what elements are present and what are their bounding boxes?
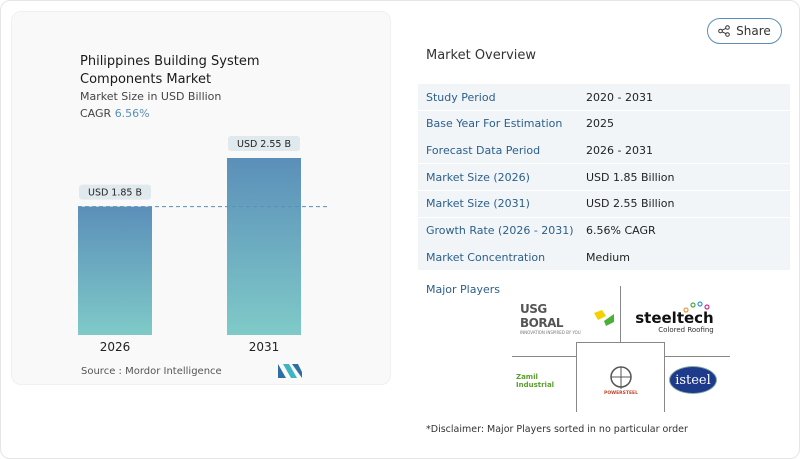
overview-row: Forecast Data Period 2026 - 2031: [418, 137, 790, 165]
overview-value: 2020 - 2031: [586, 90, 653, 104]
overview-key: Study Period: [426, 90, 496, 104]
overview-value: Medium: [586, 250, 630, 264]
overview-row: Market Concentration Medium: [418, 244, 790, 272]
logo-usg-boral: USG BORAL INNOVATION INSPIRED BY YOU: [520, 302, 615, 335]
chart-subtitle: Market Size in USD Billion: [80, 90, 222, 103]
overview-row: Base Year For Estimation 2025: [418, 110, 790, 138]
overview-value: 2025: [586, 117, 614, 131]
cagr-label: CAGR: [80, 107, 112, 120]
overview-value: 2026 - 2031: [586, 143, 653, 157]
overview-value: USD 2.55 Billion: [586, 197, 675, 211]
overview-key: Growth Rate (2026 - 2031): [426, 224, 574, 237]
overview-row: Study Period 2020 - 2031: [418, 84, 790, 111]
mordor-logo-icon: [278, 364, 302, 378]
data-label-bg: [228, 136, 300, 151]
overview-key: Forecast Data Period: [426, 143, 541, 157]
overview-row: Market Size (2026) USD 1.85 Billion: [418, 164, 790, 192]
overview-value: USD 1.85 Billion: [586, 170, 675, 184]
share-button[interactable]: Share: [707, 18, 782, 44]
disclaimer: *Disclaimer: Major Players sorted in no …: [426, 424, 688, 435]
x-tick-label: 2031: [249, 340, 280, 354]
cagr-value: 6.56%: [114, 107, 150, 120]
major-players-label: Major Players: [426, 283, 500, 296]
overview-title: Market Overview: [426, 48, 537, 63]
source-text: Source : Mordor Intelligence: [81, 366, 222, 377]
logo-zamil-industrial: Zamil Industrial: [516, 373, 555, 389]
logo-powersteel: POWERSTEEL: [596, 358, 646, 402]
chart-title: Philippines Building System Components M…: [80, 54, 260, 87]
share-label: Share: [736, 24, 771, 38]
data-label: USD 1.85 B: [88, 188, 142, 199]
cagr-text: CAGR 6.56%: [80, 107, 150, 120]
bar-chart: USD 1.85 B 2026 USD 2.55 B 2031: [78, 136, 328, 354]
overview-value: 6.56% CAGR: [586, 224, 656, 237]
overview-row: Growth Rate (2026 - 2031) 6.56% CAGR: [418, 217, 790, 245]
logo-isteel: isteel: [669, 366, 717, 394]
share-icon: [718, 25, 730, 37]
logo-steeltech: steeltech Colored Roofing: [632, 296, 717, 338]
data-label: USD 2.55 B: [237, 139, 291, 150]
x-tick-label: 2026: [100, 340, 131, 354]
data-label-bg: [79, 184, 151, 200]
bar-2026: [78, 206, 152, 335]
overview-key: Market Size (2031): [426, 197, 530, 211]
divider: [620, 286, 621, 348]
overview-key: Base Year For Estimation: [426, 117, 563, 131]
overview-key: Market Size (2026): [426, 170, 530, 184]
overview-key: Market Concentration: [426, 250, 546, 264]
overview-row: Market Size (2031) USD 2.55 Billion: [418, 190, 790, 218]
chart-card: [11, 11, 391, 385]
bar-2031: [227, 158, 301, 335]
